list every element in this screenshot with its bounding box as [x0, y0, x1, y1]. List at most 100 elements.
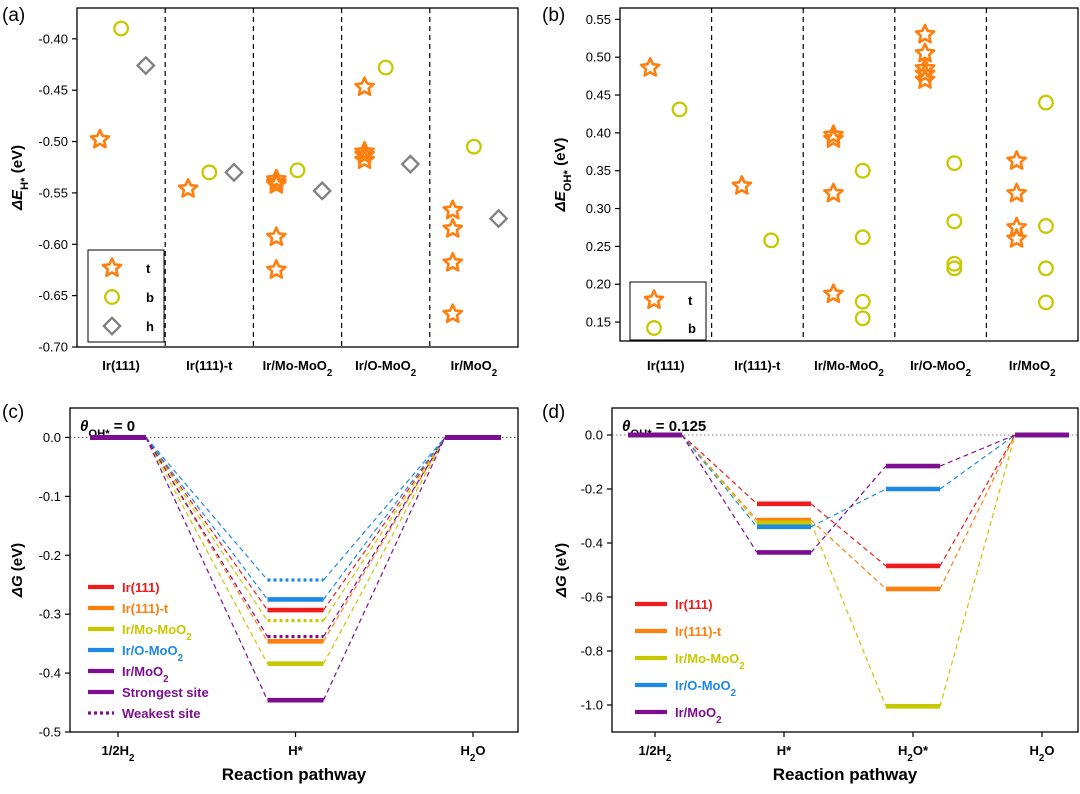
connector-Ir(111)-t	[322, 437, 446, 642]
y-tick-label: -0.70	[38, 340, 68, 355]
panel-a: (a) -0.40 -0.45 -0.50 -0.55 -0.60 -0.65 -0.70 ΔE…	[2, 5, 519, 379]
data-point-t	[354, 76, 375, 97]
data-point-h	[135, 55, 156, 76]
legend-label: Ir(111)	[675, 597, 713, 612]
plot-frame	[69, 407, 519, 733]
x-tick-label: H*	[777, 743, 792, 758]
legend-label: Ir/MoO2	[122, 664, 169, 685]
panel-d: (d) 0.0 -0.2 -0.4 -0.6 -0.8 -1.0 1/2H2 H* H2O* H2O…	[542, 402, 1079, 784]
data-point-t	[1006, 182, 1027, 203]
data-point-t	[177, 178, 199, 198]
data-point-t	[914, 23, 936, 44]
legend-box	[629, 281, 707, 341]
data-point-b	[465, 138, 482, 155]
connector-Ir/MoO2 weakest	[322, 437, 446, 637]
y-tick-label: -0.5	[39, 725, 61, 740]
connector-Ir/MoO2	[145, 437, 269, 701]
x-tick-label: H2O	[1030, 743, 1055, 764]
y-tick-label: 0.15	[586, 315, 611, 330]
data-point-b	[854, 229, 871, 246]
x-tick-label: 1/2H2	[639, 743, 672, 764]
connector-Ir/Mo-MoO2	[322, 437, 446, 664]
y-tick-label: 0.0	[585, 428, 603, 443]
data-point-b	[201, 164, 218, 181]
legend-label: Ir/O-MoO2	[675, 678, 737, 699]
y-tick-label: -0.2	[39, 548, 61, 563]
legend-label: Weakest site	[122, 706, 201, 721]
x-tick-label: H*	[288, 743, 303, 758]
data-point-t	[1006, 150, 1027, 170]
connector-Ir(111)-t	[939, 434, 1016, 590]
connector-Ir(111)	[145, 437, 268, 611]
legend-box	[87, 249, 165, 343]
connector-Ir(111)	[939, 434, 1016, 567]
legend-label: Ir/MoO2	[675, 705, 722, 726]
y-tick-label: 0.50	[586, 50, 611, 65]
connector-Ir/Mo-MoO2 weakest	[145, 437, 269, 621]
legend-marker-t	[101, 257, 123, 277]
data-point-b	[854, 162, 871, 179]
y-axis-label: ΔEOH* (eV)	[552, 138, 574, 213]
x-axis-label: Reaction pathway	[773, 765, 918, 784]
connector-Ir/O-MoO2 weakest	[145, 437, 268, 581]
data-point-t	[266, 168, 287, 189]
panel-label: (d)	[542, 402, 565, 423]
data-point-t	[266, 226, 287, 247]
data-point-t	[442, 218, 464, 238]
y-tick-label: 0.40	[586, 125, 611, 140]
data-point-t	[731, 175, 753, 195]
y-tick-label: 0.0	[43, 430, 61, 445]
data-point-t	[823, 182, 844, 203]
y-tick-label: -0.50	[38, 134, 68, 149]
connector-Ir(111)	[810, 503, 887, 567]
data-point-b	[946, 260, 963, 277]
data-point-t	[823, 128, 844, 148]
connector-Ir/Mo-MoO2	[939, 434, 1016, 707]
data-point-b	[1037, 294, 1054, 311]
y-tick-label: -0.4	[39, 666, 61, 681]
connector-Ir/O-MoO2	[323, 437, 446, 600]
y-tick-label: -0.40	[38, 31, 68, 46]
y-tick-label: -0.2	[581, 482, 603, 497]
data-point-t	[1006, 228, 1027, 248]
y-axis-label: ΔG (eV)	[553, 543, 570, 598]
category-label: Ir(111)	[102, 358, 140, 373]
connector-Ir/O-MoO2	[810, 488, 887, 528]
data-point-t	[914, 69, 936, 89]
x-axis-label: Reaction pathway	[222, 765, 367, 784]
data-point-b	[289, 162, 306, 179]
data-point-t	[442, 303, 464, 324]
y-tick-label: -0.60	[38, 237, 68, 252]
category-label: Ir/MoO2	[1009, 358, 1056, 379]
data-point-b	[671, 101, 688, 118]
data-point-b	[1037, 260, 1054, 277]
legend-label: Ir(111)-t	[122, 601, 169, 616]
y-tick-label: 0.35	[586, 163, 611, 178]
category-label: Ir/Mo-MoO2	[263, 358, 333, 379]
legend-marker-h	[102, 316, 122, 336]
data-point-t	[823, 124, 844, 145]
y-tick-label: -0.3	[39, 607, 61, 622]
y-tick-label: 0.20	[586, 277, 611, 292]
legend-label: Ir(111)	[122, 580, 160, 595]
data-point-b	[763, 232, 780, 249]
panel-label: (a)	[2, 5, 25, 26]
connector-Ir/O-MoO2	[681, 434, 758, 528]
connector-Ir/MoO2	[810, 465, 887, 553]
y-tick-label: 0.45	[586, 88, 611, 103]
y-tick-label: -0.55	[38, 185, 68, 200]
x-tick-label: H2O	[461, 743, 486, 764]
y-tick-label: -1.0	[581, 698, 603, 713]
legend-label: Ir/Mo-MoO2	[675, 651, 745, 672]
data-point-h	[224, 162, 244, 183]
data-point-t	[823, 283, 844, 304]
panel-c: (c) 0.0 -0.1 -0.2 -0.3 -0.4 -0.5 1/2H2 H* H2O Reac…	[2, 402, 519, 784]
y-tick-label: -0.6	[581, 590, 603, 605]
data-point-t	[89, 128, 111, 149]
connector-Ir(111)-t	[145, 437, 269, 642]
panel-label: (c)	[2, 402, 24, 423]
panel-b: (b) 0.55 0.50 0.45 0.40 0.35 0.30 0.25 0.20 0.15 Δ…	[542, 5, 1079, 379]
x-tick-label: H2O*	[898, 743, 929, 764]
data-point-t	[354, 149, 375, 169]
